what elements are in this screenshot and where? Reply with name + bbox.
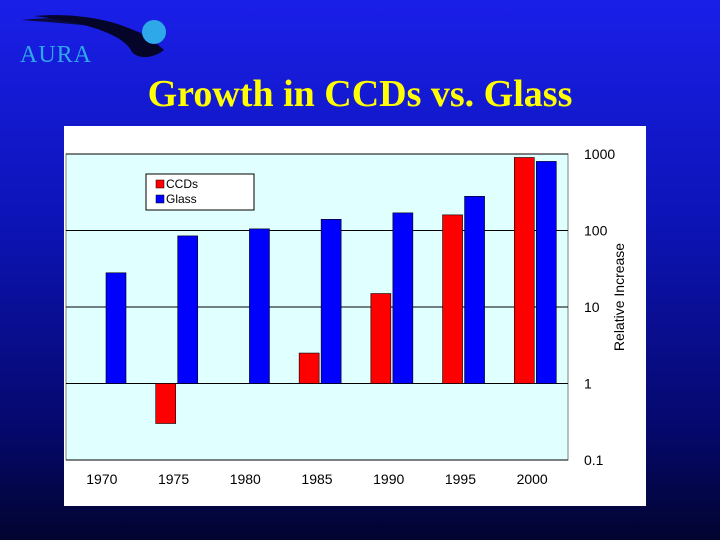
legend [145,173,255,211]
bar-ccds-2000 [513,157,535,384]
x-tick-label: 2000 [517,471,548,487]
bar-ccds-1990 [370,293,392,384]
aura-logo [14,12,184,74]
slide-title: Growth in CCDs vs. Glass [0,72,720,116]
y-tick-label: 10 [584,299,600,315]
y-tick-label: 1000 [584,146,615,162]
bar-glass-1985 [320,219,342,384]
aura-globe-icon [22,15,166,58]
bar-glass-1990 [392,212,414,384]
y-axis-label: Relative Increase [611,243,627,351]
x-tick-label: 1980 [230,471,261,487]
legend-label-glass: Glass [166,192,197,206]
bar-ccds-1985 [298,352,320,384]
legend-swatch-glass [155,194,165,204]
bar-chart: 0.1 1 10 100 1000 Relative Increase 1970 1975 19… [65,146,627,487]
y-tick-label: 1 [584,376,592,392]
x-tick-label: 1975 [158,471,189,487]
chart-panel: 0.1 1 10 100 1000 Relative Increase 1970 1975 19… [64,126,646,506]
legend-label-ccds: CCDs [166,177,198,191]
bar-glass-1975 [177,235,199,384]
x-tick-label: 1995 [445,471,476,487]
bar-ccds-1975 [155,383,177,424]
x-tick-label: 1990 [373,471,404,487]
legend-swatch-ccds [155,179,165,189]
bar-glass-1970 [105,272,127,384]
bar-glass-1980 [249,228,270,384]
slide-title-text: Growth in CCDs vs. Glass [147,73,573,115]
bar-ccds-1995 [442,214,463,384]
y-tick-label: 0.1 [584,452,604,468]
x-tick-label: 1985 [301,471,332,487]
x-tick-label: 1970 [86,471,117,487]
bar-glass-1995 [464,195,485,384]
logo-text: AURA [20,42,93,68]
bar-glass-2000 [535,161,557,384]
y-tick-label: 100 [584,223,608,239]
